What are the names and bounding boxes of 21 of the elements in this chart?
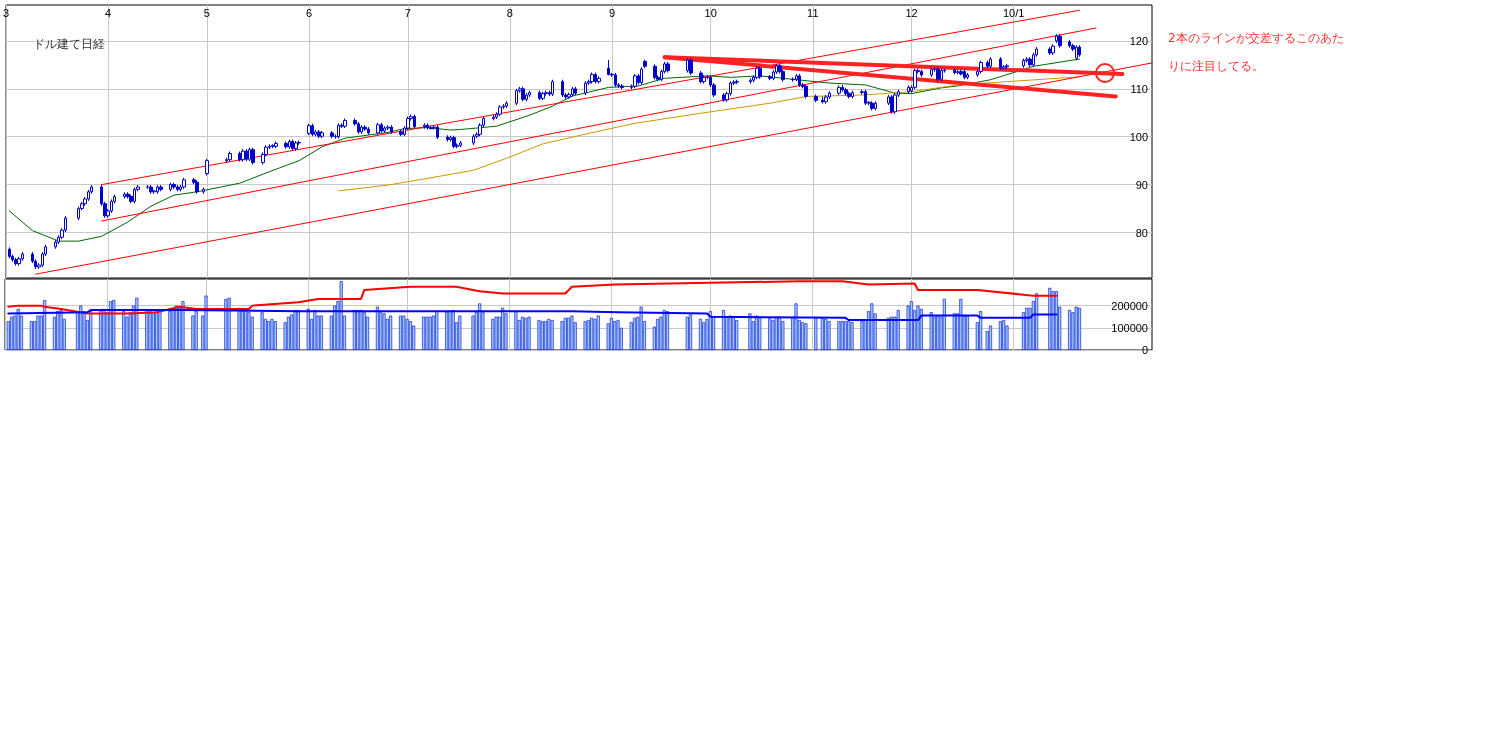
x-tick-label: 5 xyxy=(203,6,210,19)
x-tick-label: 10 xyxy=(704,6,717,19)
text: 2本のラインが交差するこのあたりに注目してる。 xyxy=(1168,30,1344,75)
x-tick-label: 11 xyxy=(807,6,819,19)
x-tick-label: 4 xyxy=(105,6,112,19)
x-tick-label: 7 xyxy=(404,6,411,19)
x-tick-label: 6 xyxy=(305,6,313,19)
y-tick-label: 0 xyxy=(1141,344,1148,356)
x-tick-label: 10/1 xyxy=(1002,6,1025,19)
y-tick-label: 200000 xyxy=(1111,299,1148,312)
y-tick-label: 90 xyxy=(1135,178,1148,191)
y-tick-label: 80 xyxy=(1135,226,1148,239)
x-tick-label: 3 xyxy=(3,6,10,19)
x-tick-label: 9 xyxy=(608,6,616,19)
x-tick-label: 8 xyxy=(506,6,513,19)
text: ドル建て日経 xyxy=(33,37,105,51)
y-tick-label: 100000 xyxy=(1111,321,1148,334)
x-tick-label: 12 xyxy=(905,6,918,19)
y-tick-label: 120 xyxy=(1129,34,1148,47)
y-tick-label: 110 xyxy=(1130,82,1148,95)
y-tick-label: 100 xyxy=(1129,130,1148,143)
